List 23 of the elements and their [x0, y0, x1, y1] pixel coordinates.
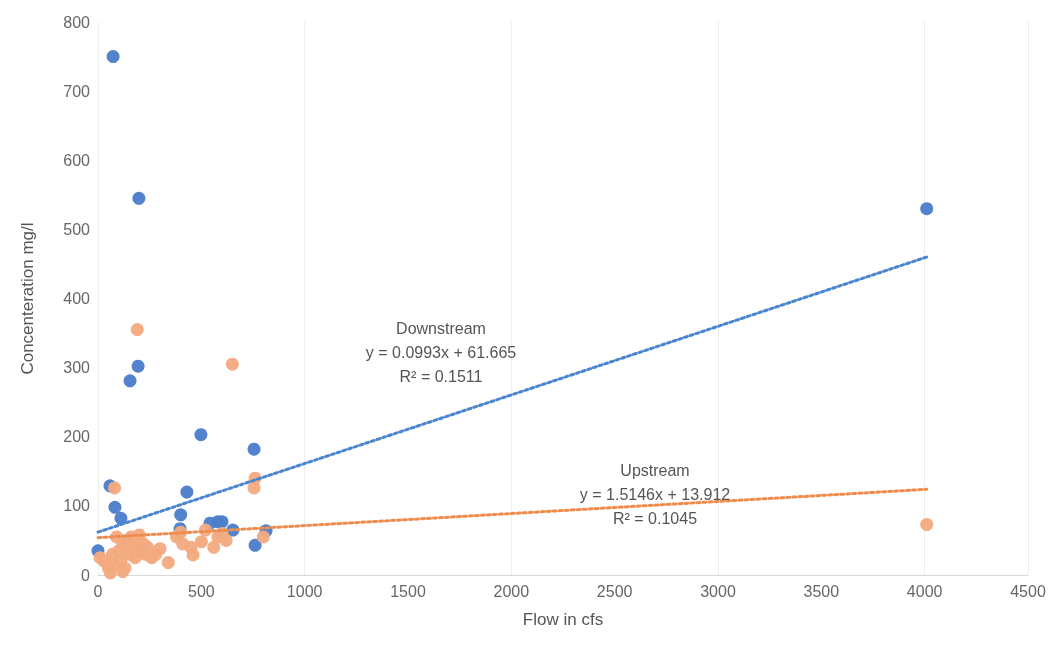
x-tick-label: 4000 [906, 582, 943, 600]
y-tick-label: 200 [63, 428, 91, 446]
y-tick-label: 0 [81, 566, 91, 584]
y-tick-label: 400 [63, 290, 91, 307]
x-tick-label: 2000 [493, 582, 530, 600]
y-tick-label: 300 [63, 359, 91, 377]
x-tick-label: 3000 [700, 582, 736, 600]
y-tick-label: 500 [63, 220, 91, 238]
x-tick-label: 2500 [596, 582, 633, 600]
x-tick-label: 4500 [1010, 582, 1046, 600]
y-tick-label: 700 [63, 82, 91, 100]
x-tick-label: 1000 [286, 582, 323, 600]
x-axis-title: Flow in cfs [522, 610, 604, 629]
x-tick-label: 1500 [390, 582, 426, 600]
y-tick-label: 800 [63, 13, 91, 31]
x-tick-label: 3500 [803, 582, 840, 600]
annotation: Downstream y = 0.0993x + 61.665 R² = 0.1511 [365, 319, 517, 385]
x-tick-label: 0 [93, 582, 103, 600]
annotation: Upstream y = 1.5146x + 13.912 R² = 0.1045 [579, 461, 731, 527]
y-axis-title: Concenteration mg/l [18, 222, 37, 375]
y-tick-label: 100 [63, 497, 91, 515]
x-tick-label: 500 [187, 582, 215, 600]
y-tick-label: 600 [63, 151, 91, 169]
